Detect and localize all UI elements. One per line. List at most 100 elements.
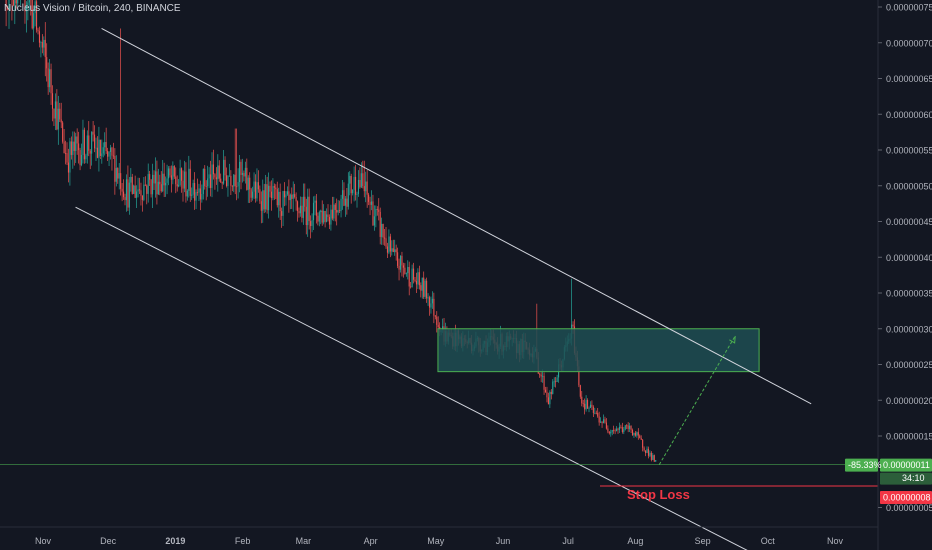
candle [276,181,278,208]
candle [295,192,297,211]
candle [72,131,74,169]
candle [365,171,367,203]
candle [107,147,109,161]
candle [28,0,30,11]
candle [311,213,313,233]
candle [102,142,104,158]
candle [24,0,26,24]
candle [633,432,635,438]
candle [70,136,72,160]
candle [194,172,196,210]
candle [320,209,322,225]
candle [556,374,558,383]
candle [163,162,165,198]
candle [207,165,209,197]
candle [144,176,146,187]
candle [15,0,17,9]
candle [602,414,605,424]
channel-lower-line[interactable] [75,206,762,550]
candle [346,187,348,215]
candle [601,421,603,428]
candle [630,425,632,434]
candle [353,166,355,202]
candle [76,128,78,155]
candle [80,143,83,167]
candle [401,251,403,277]
candle [69,137,71,186]
time-axis[interactable]: Nov Dec 2019 Feb Mar Apr May Jun Jul Aug Sep Oct Nov [0,526,878,546]
candle [31,0,33,30]
candle [373,205,375,231]
candle [27,0,29,21]
candle [610,429,612,437]
candle [121,182,123,202]
candle [111,146,113,171]
candle [283,182,286,207]
candle [288,179,290,213]
y-tick-label: 0.00000065 [886,74,932,84]
candle [92,121,94,142]
candle [411,264,413,288]
candle [131,173,133,195]
candle [278,187,280,218]
candle [178,179,180,188]
candle [388,229,390,255]
candle [257,170,259,193]
candle [114,148,116,195]
candle [591,400,593,411]
candle [78,131,80,164]
candle [581,391,583,407]
target-zone[interactable] [437,328,760,373]
candle [640,435,642,440]
candle [59,102,61,123]
price-axis[interactable]: 0.00000075 0.00000070 0.00000065 0.00000060… [845,0,932,550]
candle [160,171,162,193]
candle [5,0,7,27]
candle [427,293,429,306]
candle [623,426,625,435]
candle [60,102,62,129]
candle [65,140,67,165]
candle [49,58,51,93]
candle [352,189,354,196]
candle [399,255,402,273]
candle [230,170,232,195]
candle [363,160,365,198]
candle [152,163,154,209]
candle [237,168,239,199]
candle [54,93,56,130]
candle [549,390,551,408]
candle [626,424,628,430]
candle [301,196,303,223]
y-tick-label: 0.00000060 [886,110,932,120]
candle [75,132,77,163]
candle [382,223,384,245]
candle [584,398,586,415]
candle [299,196,302,217]
candle [543,372,545,395]
candle [272,178,274,201]
candle [384,228,386,246]
candle [212,149,215,180]
candle [153,170,155,190]
candle [308,188,310,230]
candle [647,446,650,459]
candle [375,205,377,228]
candle [637,428,639,440]
candle [420,282,422,298]
candle [115,155,117,187]
y-tick-label: 0.00000005 [886,503,932,513]
candle [328,214,331,230]
candle [40,40,42,58]
candle [585,395,587,412]
candle [269,181,271,198]
candle [244,161,246,184]
symbol-title: Nucleus Vision / Bitcoin, 240, BINANCE [4,3,181,14]
candle [196,178,199,196]
channel-upper-line[interactable] [101,28,812,405]
candle [410,281,412,289]
candle [437,316,439,330]
percent-change-badge: -85.33% [845,458,882,472]
